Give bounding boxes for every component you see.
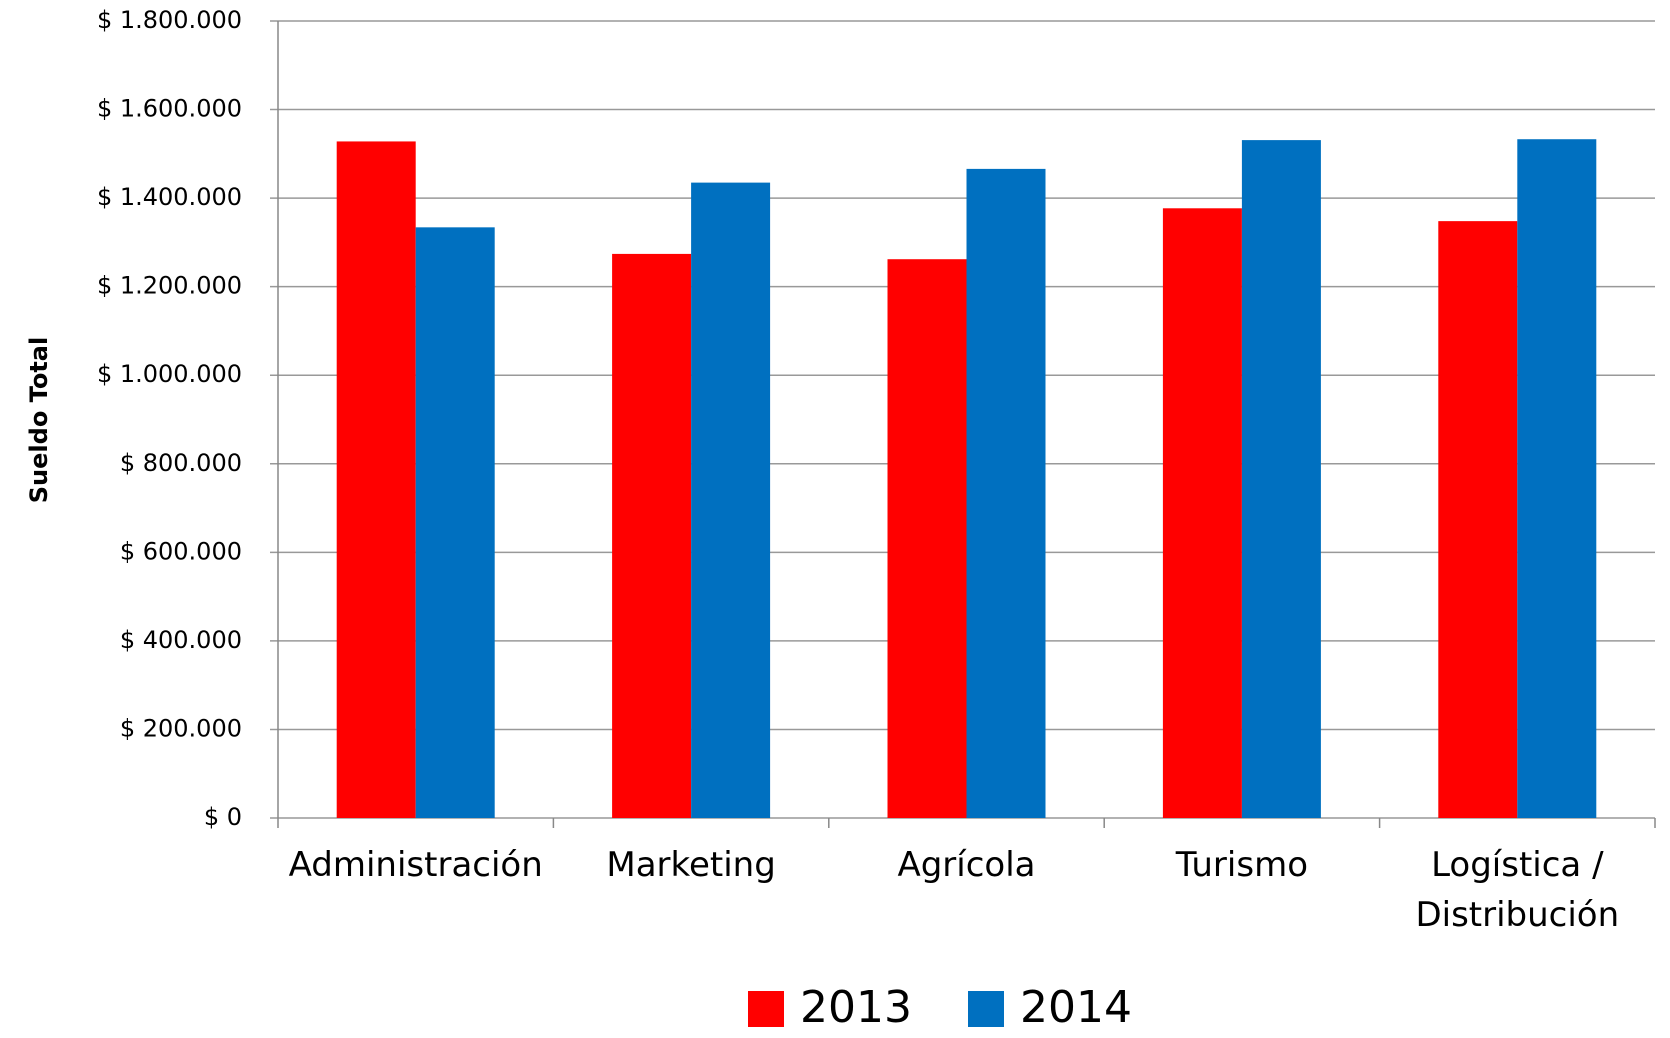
bar [415, 227, 495, 818]
bar [612, 253, 692, 818]
bar [1241, 140, 1321, 818]
x-tick-label: Marketing [606, 845, 776, 885]
x-tick-label: Administración [288, 845, 543, 885]
y-tick-label: $ 400.000 [120, 626, 242, 654]
y-axis-title: Sueldo Total [25, 337, 53, 503]
bar [691, 182, 771, 818]
y-tick-label: $ 1.400.000 [97, 183, 242, 211]
y-tick-label: $ 600.000 [120, 537, 242, 565]
y-tick-label: $ 200.000 [120, 714, 242, 742]
bar [966, 168, 1046, 819]
y-tick-label: $ 800.000 [120, 449, 242, 477]
bar [887, 259, 967, 818]
bar [1162, 208, 1242, 819]
legend-label: 2014 [1020, 982, 1132, 1033]
bar [336, 141, 416, 819]
bar [1438, 221, 1518, 818]
y-tick-label: $ 1.200.000 [97, 272, 242, 300]
y-tick-label: $ 0 [204, 803, 242, 831]
y-tick-label: $ 1.800.000 [97, 6, 242, 34]
x-tick-label: Turismo [1175, 845, 1308, 885]
legend-swatch [748, 991, 784, 1027]
legend-label: 2013 [800, 982, 912, 1033]
legend-swatch [968, 991, 1004, 1027]
x-tick-label: Agrícola [897, 845, 1036, 885]
x-tick-label: Logística / Distribución [1415, 845, 1620, 935]
y-tick-label: $ 1.600.000 [97, 95, 242, 123]
y-tick-label: $ 1.000.000 [97, 360, 242, 388]
bar [1517, 139, 1597, 818]
